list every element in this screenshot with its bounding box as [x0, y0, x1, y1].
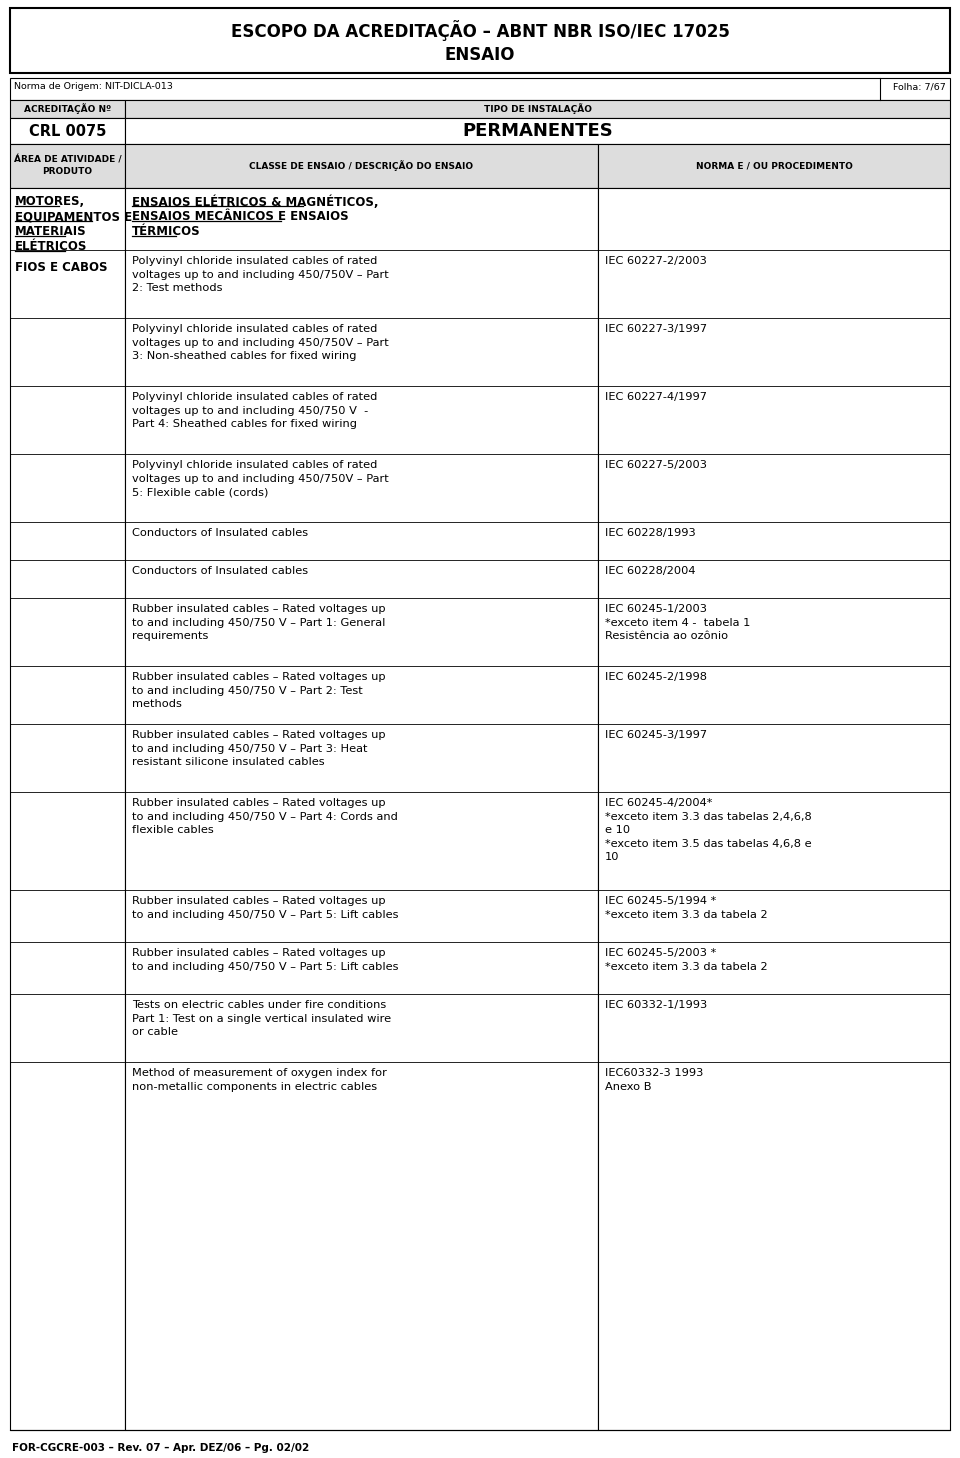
Text: PERMANENTES: PERMANENTES: [462, 122, 612, 140]
Bar: [10, 7, 950, 73]
Bar: [125, 144, 598, 188]
Text: IEC 60245-4/2004*
*exceto item 3.3 das tabelas 2,4,6,8
e 10
*exceto item 3.5 das: IEC 60245-4/2004* *exceto item 3.3 das t…: [605, 798, 812, 862]
Text: Rubber insulated cables – Rated voltages up
to and including 450/750 V – Part 5:: Rubber insulated cables – Rated voltages…: [132, 948, 398, 971]
Text: Conductors of Insulated cables: Conductors of Insulated cables: [132, 566, 308, 576]
Bar: [10, 77, 950, 101]
Bar: [598, 188, 950, 1430]
Text: FOR-CGCRE-003 – Rev. 07 – Apr. DEZ/06 – Pg. 02/02: FOR-CGCRE-003 – Rev. 07 – Apr. DEZ/06 – …: [12, 1443, 309, 1454]
Text: IEC 60227-4/1997: IEC 60227-4/1997: [605, 392, 707, 402]
Text: MATERIAIS: MATERIAIS: [15, 225, 86, 238]
Text: ELÉTRICOS: ELÉTRICOS: [15, 241, 87, 254]
Text: IEC 60227-2/2003: IEC 60227-2/2003: [605, 257, 707, 265]
Text: CLASSE DE ENSAIO / DESCRIÇÃO DO ENSAIO: CLASSE DE ENSAIO / DESCRIÇÃO DO ENSAIO: [250, 160, 473, 172]
Text: IEC 60227-5/2003: IEC 60227-5/2003: [605, 461, 707, 469]
Text: ENSAIOS ELÉTRICOS & MAGNÉTICOS,: ENSAIOS ELÉTRICOS & MAGNÉTICOS,: [132, 195, 378, 208]
Text: ESCOPO DA ACREDITAÇÃO – ABNT NBR ISO/IEC 17025: ESCOPO DA ACREDITAÇÃO – ABNT NBR ISO/IEC…: [230, 20, 730, 41]
Text: Rubber insulated cables – Rated voltages up
to and including 450/750 V – Part 2:: Rubber insulated cables – Rated voltages…: [132, 672, 386, 709]
Text: IEC 60228/2004: IEC 60228/2004: [605, 566, 695, 576]
Bar: [10, 101, 125, 118]
Bar: [10, 118, 125, 144]
Bar: [598, 144, 950, 188]
Text: MOTORES,: MOTORES,: [15, 195, 85, 208]
Text: ACREDITAÇÃO Nº: ACREDITAÇÃO Nº: [24, 104, 111, 115]
Text: IEC 60228/1993: IEC 60228/1993: [605, 528, 696, 538]
Bar: [125, 101, 950, 118]
Text: Polyvinyl chloride insulated cables of rated
voltages up to and including 450/75: Polyvinyl chloride insulated cables of r…: [132, 324, 389, 362]
Text: CRL 0075: CRL 0075: [29, 124, 107, 139]
Text: TIPO DE INSTALAÇÃO: TIPO DE INSTALAÇÃO: [484, 104, 591, 115]
Bar: [10, 188, 125, 1430]
Text: Polyvinyl chloride insulated cables of rated
voltages up to and including 450/75: Polyvinyl chloride insulated cables of r…: [132, 392, 377, 429]
Text: ENSAIO: ENSAIO: [444, 45, 516, 64]
Text: Method of measurement of oxygen index for
non-metallic components in electric ca: Method of measurement of oxygen index fo…: [132, 1069, 387, 1092]
Text: Rubber insulated cables – Rated voltages up
to and including 450/750 V – Part 1:: Rubber insulated cables – Rated voltages…: [132, 604, 386, 642]
Text: ÁREA DE ATIVIDADE /
PRODUTO: ÁREA DE ATIVIDADE / PRODUTO: [13, 156, 121, 176]
Text: Tests on electric cables under fire conditions
Part 1: Test on a single vertical: Tests on electric cables under fire cond…: [132, 1000, 391, 1037]
Text: NORMA E / OU PROCEDIMENTO: NORMA E / OU PROCEDIMENTO: [696, 162, 852, 171]
Text: Rubber insulated cables – Rated voltages up
to and including 450/750 V – Part 4:: Rubber insulated cables – Rated voltages…: [132, 798, 397, 835]
Text: FIOS E CABOS: FIOS E CABOS: [15, 261, 108, 274]
Bar: [125, 188, 598, 1430]
Bar: [125, 118, 950, 144]
Text: IEC60332-3 1993
Anexo B: IEC60332-3 1993 Anexo B: [605, 1069, 704, 1092]
Text: IEC 60245-2/1998: IEC 60245-2/1998: [605, 672, 707, 682]
Text: IEC 60245-5/1994 *
*exceto item 3.3 da tabela 2: IEC 60245-5/1994 * *exceto item 3.3 da t…: [605, 897, 768, 920]
Text: IEC 60332-1/1993: IEC 60332-1/1993: [605, 1000, 708, 1010]
Text: IEC 60227-3/1997: IEC 60227-3/1997: [605, 324, 708, 334]
Text: ENSAIOS MECÂNICOS E ENSAIOS: ENSAIOS MECÂNICOS E ENSAIOS: [132, 210, 348, 223]
Text: Conductors of Insulated cables: Conductors of Insulated cables: [132, 528, 308, 538]
Text: IEC 60245-3/1997: IEC 60245-3/1997: [605, 730, 708, 741]
Text: Norma de Origem: NIT-DICLA-013: Norma de Origem: NIT-DICLA-013: [14, 82, 173, 90]
Text: Rubber insulated cables – Rated voltages up
to and including 450/750 V – Part 3:: Rubber insulated cables – Rated voltages…: [132, 730, 386, 767]
Text: TÉRMICOS: TÉRMICOS: [132, 225, 201, 238]
Text: Polyvinyl chloride insulated cables of rated
voltages up to and including 450/75: Polyvinyl chloride insulated cables of r…: [132, 461, 389, 497]
Text: IEC 60245-1/2003
*exceto item 4 -  tabela 1
Resistência ao ozônio: IEC 60245-1/2003 *exceto item 4 - tabela…: [605, 604, 751, 642]
Text: IEC 60245-5/2003 *
*exceto item 3.3 da tabela 2: IEC 60245-5/2003 * *exceto item 3.3 da t…: [605, 948, 768, 971]
Text: Rubber insulated cables – Rated voltages up
to and including 450/750 V – Part 5:: Rubber insulated cables – Rated voltages…: [132, 897, 398, 920]
Text: Folha: 7/67: Folha: 7/67: [893, 82, 946, 90]
Text: EQUIPAMENTOS E: EQUIPAMENTOS E: [15, 210, 132, 223]
Text: Polyvinyl chloride insulated cables of rated
voltages up to and including 450/75: Polyvinyl chloride insulated cables of r…: [132, 257, 389, 293]
Bar: [10, 144, 125, 188]
